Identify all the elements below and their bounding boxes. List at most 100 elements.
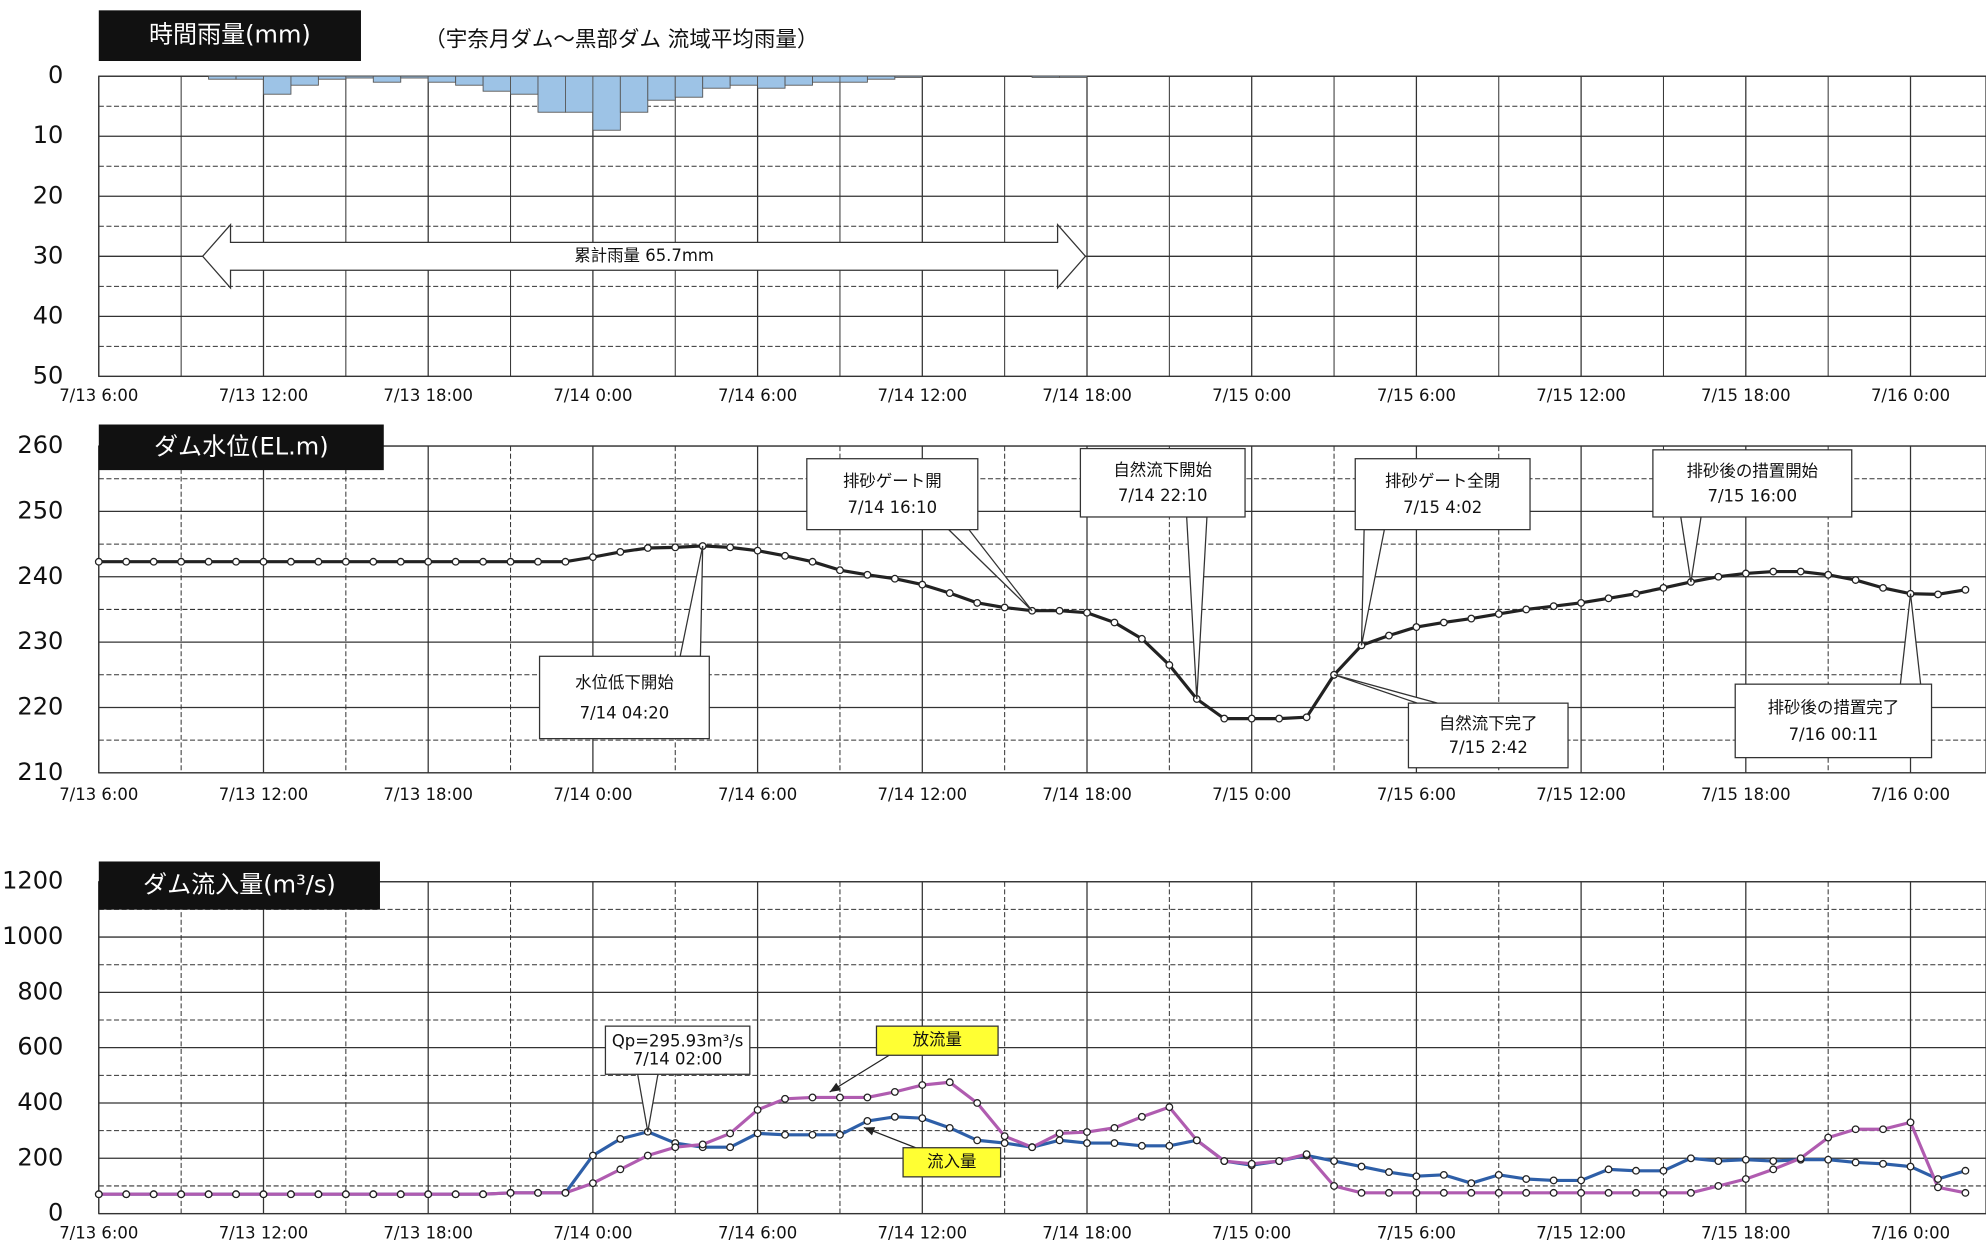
x-tick-label: 7/13 6:00 xyxy=(59,785,138,804)
y-tick-label: 250 xyxy=(17,496,63,524)
data-point xyxy=(1961,1188,1970,1197)
y-tick-label: 240 xyxy=(17,562,63,590)
data-point xyxy=(890,1087,899,1096)
callout-time: 7/14 04:20 xyxy=(580,703,670,722)
callout-text: 排砂後の措置完了 xyxy=(1768,698,1900,717)
x-tick-label: 7/15 6:00 xyxy=(1377,785,1456,804)
data-point xyxy=(945,1078,954,1087)
y-tick-label: 210 xyxy=(17,758,63,786)
data-point xyxy=(506,557,515,566)
x-tick-label: 7/15 6:00 xyxy=(1377,1223,1456,1242)
data-point xyxy=(1577,1176,1586,1185)
y-tick-label: 50 xyxy=(33,361,64,389)
title-box xyxy=(98,861,380,910)
data-point xyxy=(836,566,844,575)
data-point xyxy=(1247,714,1256,723)
y-tick-label: 200 xyxy=(17,1143,63,1171)
callout-text: Qp=295.93m³/s xyxy=(612,1032,744,1051)
legend-arrowhead xyxy=(829,1082,841,1093)
callout-box xyxy=(1407,702,1569,769)
data-point xyxy=(671,543,680,552)
data-point xyxy=(1083,1139,1091,1148)
data-point xyxy=(1000,603,1009,612)
data-point xyxy=(1412,1188,1421,1197)
callout-time: 7/15 2:42 xyxy=(1449,738,1528,757)
bar xyxy=(317,75,347,80)
data-point xyxy=(259,557,268,566)
data-point xyxy=(1879,1159,1887,1168)
data-point xyxy=(1549,1176,1558,1185)
plot-frame xyxy=(98,445,1986,774)
bar xyxy=(482,75,511,92)
data-point xyxy=(1357,1188,1366,1197)
data-point xyxy=(149,1190,158,1199)
data-point xyxy=(643,544,652,552)
data-point xyxy=(1275,1157,1284,1165)
data-point xyxy=(1549,602,1558,611)
y-tick-label: 40 xyxy=(33,301,64,329)
data-point xyxy=(341,1190,350,1199)
data-point xyxy=(890,574,899,583)
x-tick-label: 7/15 12:00 xyxy=(1536,1223,1626,1242)
data-point xyxy=(1577,1188,1586,1197)
data-point xyxy=(506,1188,515,1197)
callout-time: 7/14 02:00 xyxy=(633,1049,723,1068)
data-point xyxy=(1659,583,1668,592)
data-point xyxy=(1769,567,1778,576)
series-line xyxy=(98,1115,1966,1196)
bar xyxy=(345,75,374,79)
data-point xyxy=(94,557,103,566)
data-point xyxy=(1522,1175,1531,1183)
x-tick-label: 7/15 0:00 xyxy=(1212,1223,1291,1242)
range-arrow xyxy=(201,222,1087,290)
data-point xyxy=(753,1105,762,1114)
callout-time: 7/15 16:00 xyxy=(1708,486,1798,505)
callout-box xyxy=(1734,683,1933,759)
data-point xyxy=(341,557,350,566)
data-point xyxy=(1192,1136,1201,1145)
x-tick-label: 7/14 18:00 xyxy=(1042,1223,1132,1242)
data-point xyxy=(122,1190,131,1199)
data-point xyxy=(1165,661,1174,669)
data-point xyxy=(1055,1129,1064,1138)
legend-pointer xyxy=(829,1054,890,1093)
data-point xyxy=(1577,598,1586,607)
data-point xyxy=(369,557,378,566)
data-point xyxy=(836,1093,844,1102)
x-tick-label: 7/15 0:00 xyxy=(1212,386,1291,405)
data-point xyxy=(588,553,597,562)
bar xyxy=(537,75,566,113)
data-point xyxy=(1110,618,1119,627)
legend-label: 流入量 xyxy=(927,1152,976,1171)
y-tick-label: 260 xyxy=(17,431,63,459)
data-point xyxy=(698,1140,707,1149)
data-point xyxy=(863,1117,872,1125)
data-point xyxy=(588,1151,597,1160)
data-point xyxy=(1165,1103,1174,1112)
y-tick-label: 220 xyxy=(17,692,63,720)
data-point xyxy=(94,1190,103,1199)
x-tick-label: 7/14 6:00 xyxy=(718,386,797,405)
data-point xyxy=(396,1190,405,1199)
callout-pointer xyxy=(1186,516,1208,700)
bar xyxy=(290,75,319,86)
data-point xyxy=(1220,714,1229,723)
y-tick-label: 10 xyxy=(33,121,64,149)
x-tick-label: 7/15 18:00 xyxy=(1701,785,1791,804)
data-point xyxy=(1824,1133,1833,1142)
legend-arrowhead xyxy=(863,1127,876,1136)
data-point xyxy=(1083,608,1091,617)
data-point xyxy=(1439,618,1448,627)
bar xyxy=(729,75,759,86)
data-point xyxy=(1796,1154,1805,1163)
y-tick-label: 600 xyxy=(17,1033,63,1061)
data-point xyxy=(561,557,570,566)
data-point xyxy=(945,1123,954,1132)
data-point xyxy=(1357,1162,1366,1171)
callout-time: 7/14 16:10 xyxy=(848,498,938,517)
data-point xyxy=(287,557,295,566)
data-point xyxy=(643,1151,652,1160)
data-point xyxy=(396,557,405,566)
y-tick-label: 1200 xyxy=(2,867,63,895)
data-point xyxy=(534,557,542,566)
